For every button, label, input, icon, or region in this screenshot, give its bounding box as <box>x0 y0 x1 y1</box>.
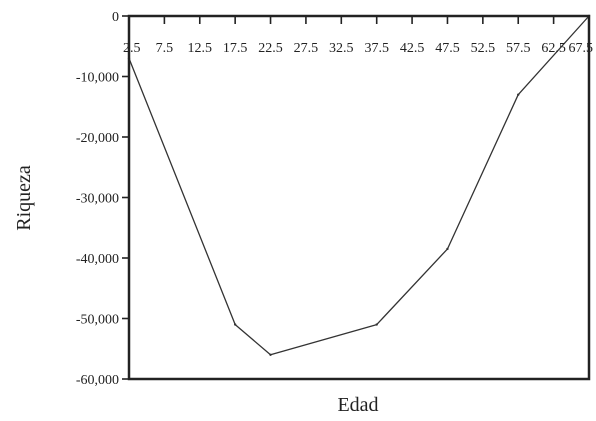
data-line <box>128 15 590 356</box>
x-tick-label: 17.5 <box>223 41 248 56</box>
y-tick-label: -30,000 <box>76 192 119 207</box>
x-tick-label: 12.5 <box>188 41 213 56</box>
x-tick-label: 67.5 <box>569 41 594 56</box>
x-tick-label: 27.5 <box>294 41 319 56</box>
x-tick-label: 7.5 <box>156 41 174 56</box>
x-tick-label: 32.5 <box>329 41 354 56</box>
x-tick-label: 42.5 <box>400 41 425 56</box>
series-group <box>128 15 590 356</box>
x-tick-label: 52.5 <box>471 41 496 56</box>
x-tick-label: 2.5 <box>123 41 141 56</box>
y-tick-label: -60,000 <box>76 373 119 388</box>
axis-ticks <box>122 15 590 380</box>
data-points <box>127 14 591 356</box>
data-point <box>269 353 272 356</box>
x-tick-label: 57.5 <box>506 41 531 56</box>
x-tick-label: 37.5 <box>364 41 389 56</box>
x-tick-label: 62.5 <box>541 41 566 56</box>
plot-frame <box>127 14 591 381</box>
y-tick-label: -40,000 <box>76 252 119 267</box>
y-tick-label: 0 <box>112 10 119 25</box>
y-tick-label: -50,000 <box>76 313 119 328</box>
data-point <box>375 323 378 326</box>
x-tick-label: 47.5 <box>435 41 460 56</box>
x-axis-label: Edad <box>337 394 378 416</box>
y-axis-label: Riqueza <box>13 165 35 231</box>
x-tick-label: 22.5 <box>258 41 283 56</box>
y-tick-label: -20,000 <box>76 131 119 146</box>
data-point <box>446 247 449 251</box>
data-point <box>233 323 237 326</box>
y-tick-label: -10,000 <box>76 71 119 86</box>
data-point <box>517 93 520 96</box>
tick-labels: 0 -10,000 -20,000 -30,000 -40,000 -50,000 -60,… <box>76 10 593 388</box>
